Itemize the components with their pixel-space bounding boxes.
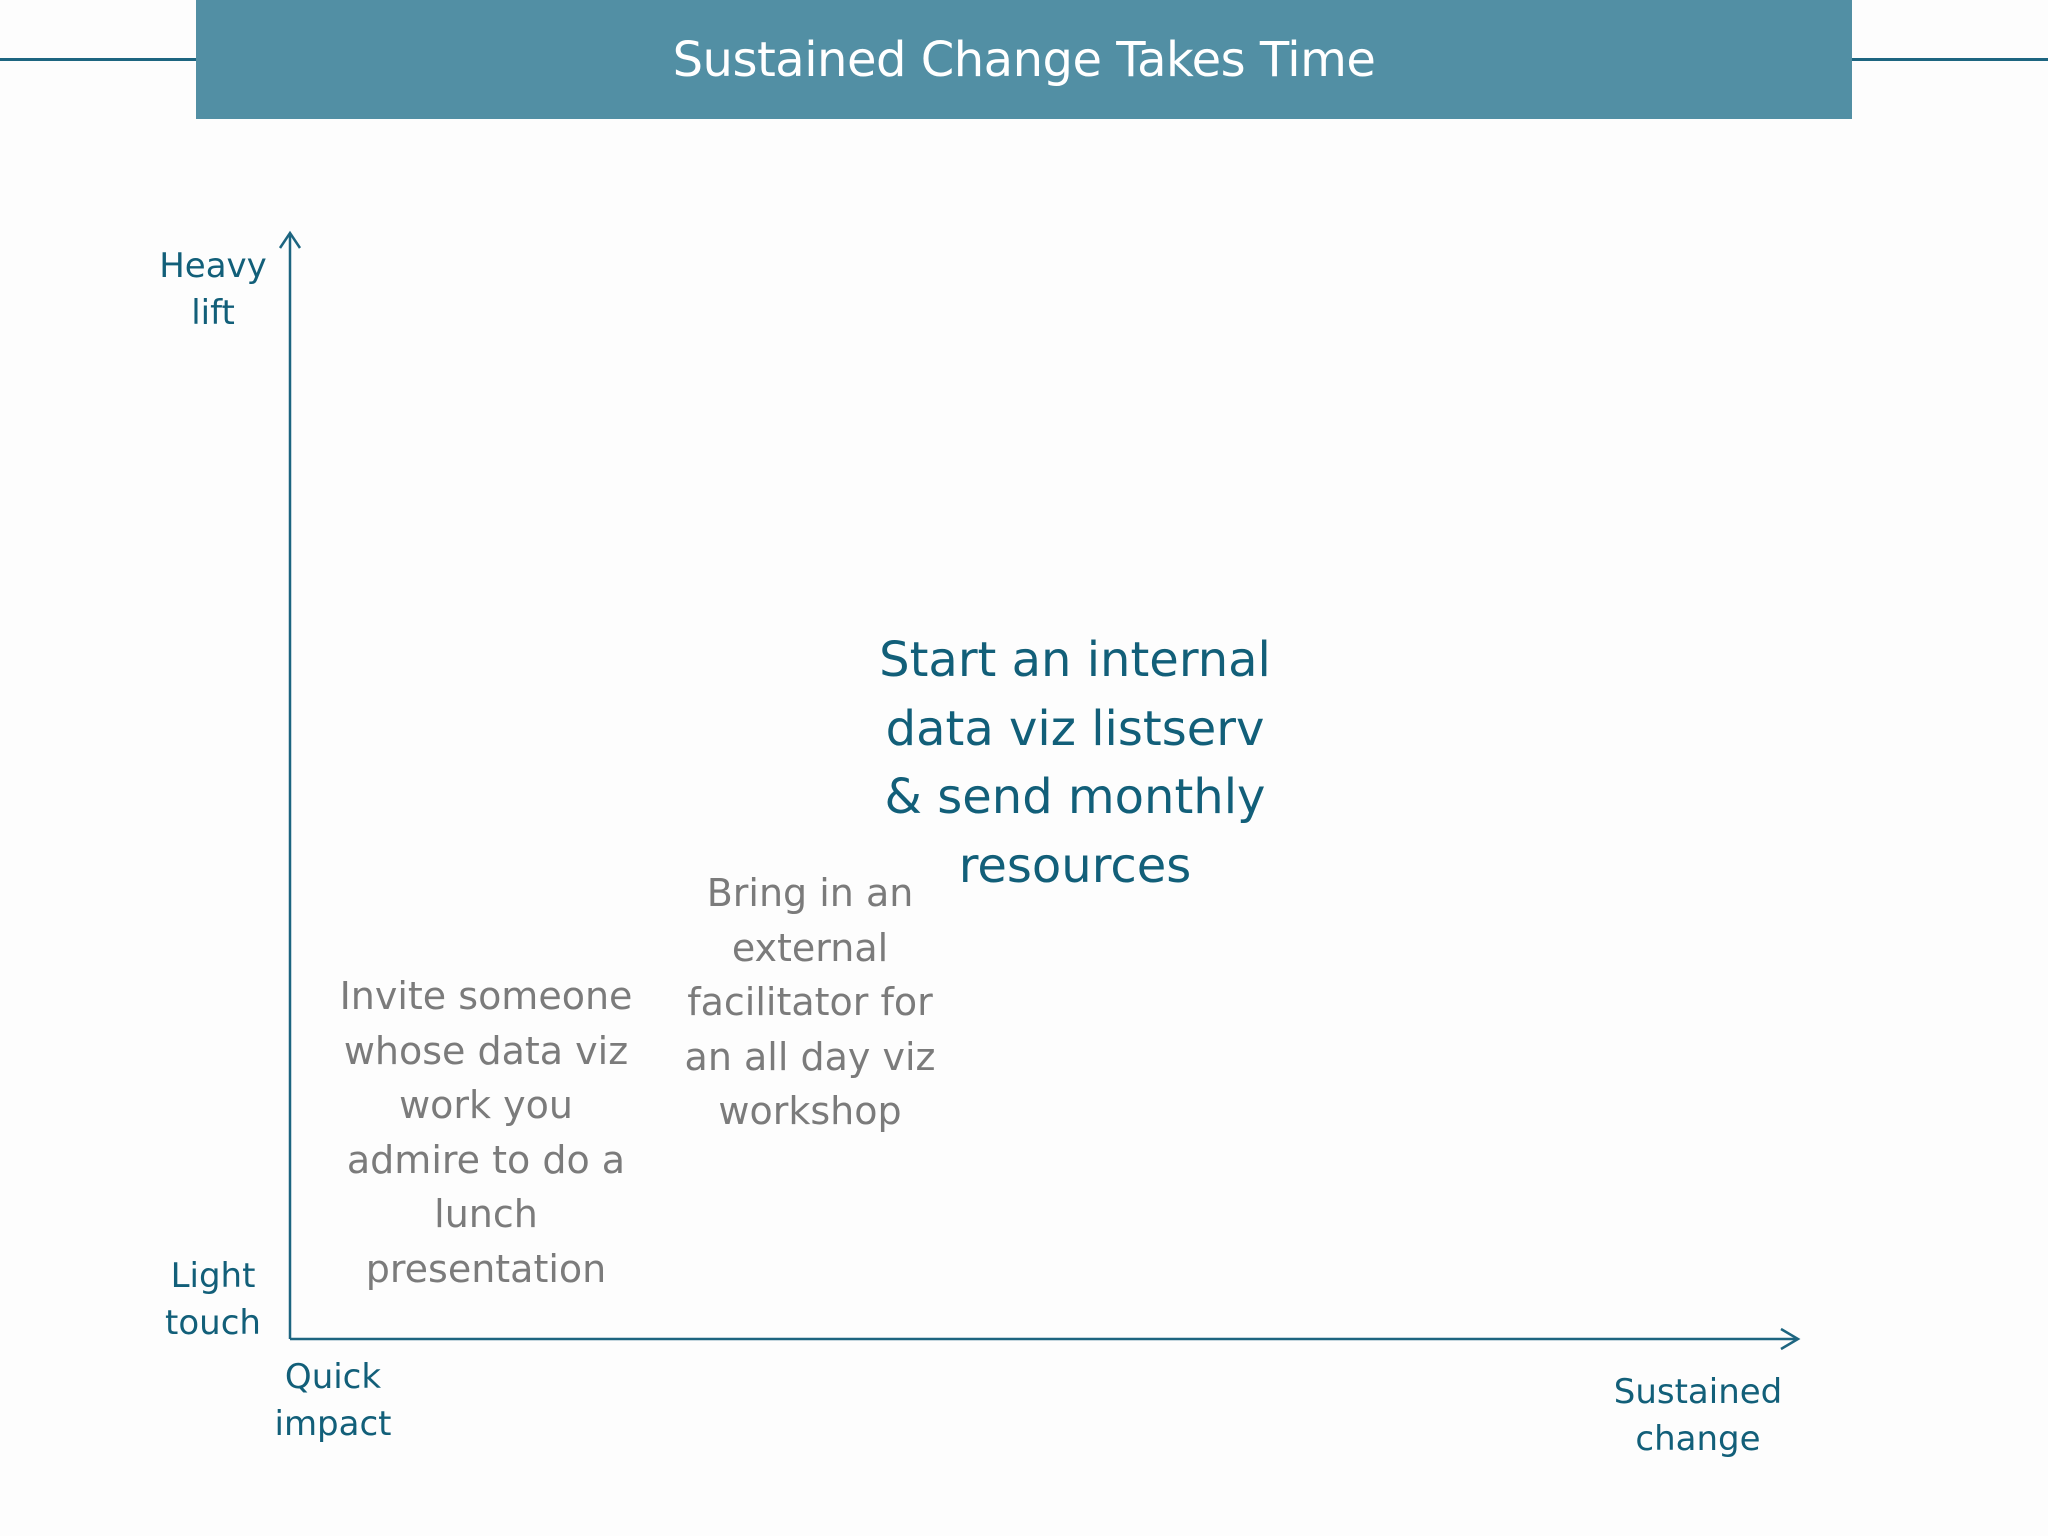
x-axis-right-label: Sustained change [1613,1372,1783,1459]
page-title: Sustained Change Takes Time [672,31,1376,88]
item-lunch-presentation: Invite someone whose data viz work you a… [339,974,633,1291]
header-rule-right [1852,58,2048,61]
item-internal-listserv: Start an internal data viz listserv & se… [879,632,1271,894]
item-external-facilitator: Bring in an external facilitator for an … [684,871,936,1133]
x-axis-left-label: Quick impact [274,1357,392,1444]
y-axis-bottom-label: Light touch [165,1256,261,1343]
y-axis-arrow-icon [278,230,302,249]
x-axis-arrow-icon [1780,1327,1801,1351]
title-banner: Sustained Change Takes Time [196,0,1852,119]
y-axis-top-label: Heavy lift [159,246,267,333]
header-rule-left [0,58,196,61]
